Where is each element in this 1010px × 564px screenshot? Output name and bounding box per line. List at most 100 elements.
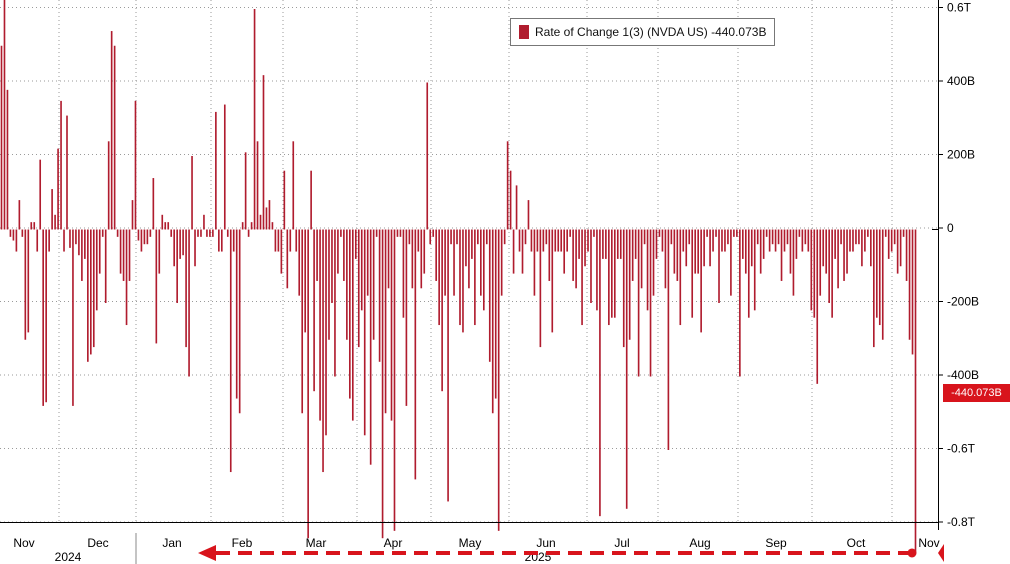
bar bbox=[131, 200, 134, 230]
x-tick-label: Apr bbox=[384, 536, 403, 550]
bar bbox=[884, 229, 887, 237]
bar bbox=[578, 229, 580, 259]
bar bbox=[360, 229, 363, 311]
bar bbox=[286, 229, 289, 289]
bar bbox=[78, 229, 80, 256]
bar bbox=[753, 229, 756, 311]
bar bbox=[849, 229, 851, 252]
bar bbox=[881, 229, 884, 340]
bar bbox=[357, 229, 360, 348]
bar bbox=[810, 229, 813, 311]
bar bbox=[298, 229, 301, 296]
bar bbox=[893, 229, 896, 245]
bar bbox=[852, 229, 854, 252]
bar bbox=[259, 214, 262, 230]
bar bbox=[6, 89, 9, 230]
bar bbox=[366, 229, 369, 296]
bar bbox=[405, 229, 408, 406]
y-tick-label: 200B bbox=[947, 148, 975, 162]
bar bbox=[200, 229, 202, 237]
bar bbox=[81, 229, 83, 281]
bar bbox=[488, 229, 491, 362]
bar bbox=[30, 222, 33, 230]
bar bbox=[643, 229, 646, 245]
bar bbox=[491, 229, 494, 414]
bar bbox=[387, 229, 390, 289]
bar bbox=[679, 229, 682, 326]
bar bbox=[113, 45, 116, 230]
bar bbox=[545, 229, 548, 245]
x-tick-label: Sep bbox=[765, 536, 787, 550]
bar bbox=[816, 229, 819, 384]
bar bbox=[72, 229, 74, 406]
bar bbox=[608, 229, 610, 326]
bar bbox=[423, 229, 426, 274]
bar bbox=[557, 229, 560, 252]
bar bbox=[134, 100, 137, 230]
bar bbox=[188, 229, 190, 377]
arrow-head bbox=[198, 544, 216, 561]
bar bbox=[268, 200, 271, 230]
bar bbox=[0, 45, 3, 230]
bar bbox=[319, 229, 321, 421]
x-tick-label: Nov bbox=[13, 536, 34, 550]
bar bbox=[780, 229, 783, 281]
bar bbox=[750, 229, 753, 267]
bar bbox=[247, 229, 250, 237]
bar bbox=[658, 229, 661, 237]
bar bbox=[911, 229, 914, 355]
bar bbox=[572, 229, 574, 281]
bar bbox=[685, 229, 688, 267]
bar bbox=[60, 100, 62, 230]
bar bbox=[191, 156, 193, 230]
bar bbox=[63, 229, 65, 252]
bar bbox=[786, 229, 789, 245]
bar bbox=[575, 229, 577, 289]
bar bbox=[744, 229, 747, 274]
bar bbox=[828, 229, 830, 303]
bar bbox=[673, 229, 676, 274]
bar bbox=[482, 229, 485, 311]
bar bbox=[170, 229, 173, 237]
bar bbox=[256, 141, 259, 230]
x-tick-label: Oct bbox=[847, 536, 866, 550]
bar bbox=[896, 229, 899, 274]
bar bbox=[914, 229, 917, 553]
bar bbox=[870, 229, 872, 267]
bar bbox=[122, 229, 125, 281]
bar bbox=[551, 229, 554, 333]
x-tick-label: Jun bbox=[536, 536, 555, 550]
bar bbox=[334, 229, 336, 377]
x-tick-label: May bbox=[459, 536, 482, 550]
bar bbox=[54, 214, 56, 230]
bar bbox=[548, 229, 551, 281]
bar bbox=[161, 214, 164, 230]
bar bbox=[253, 9, 256, 230]
bar bbox=[435, 229, 437, 281]
bar bbox=[703, 229, 705, 267]
bar bbox=[813, 229, 816, 318]
bar bbox=[95, 229, 98, 311]
bar bbox=[340, 229, 342, 237]
bar bbox=[3, 0, 6, 230]
bar bbox=[444, 229, 446, 296]
bar bbox=[533, 229, 536, 296]
bar bbox=[602, 229, 604, 259]
bar bbox=[363, 229, 366, 436]
bar bbox=[497, 229, 500, 531]
bar bbox=[229, 229, 232, 473]
bar bbox=[241, 222, 244, 230]
bar bbox=[887, 229, 890, 259]
bar bbox=[908, 229, 911, 340]
bar bbox=[194, 229, 196, 267]
bar bbox=[456, 229, 458, 245]
bar bbox=[426, 82, 429, 230]
bar bbox=[789, 229, 792, 274]
bar bbox=[691, 229, 694, 318]
bar bbox=[664, 229, 667, 289]
bar bbox=[223, 104, 226, 230]
bar bbox=[536, 229, 539, 252]
bar bbox=[759, 229, 762, 274]
bar bbox=[244, 152, 247, 230]
